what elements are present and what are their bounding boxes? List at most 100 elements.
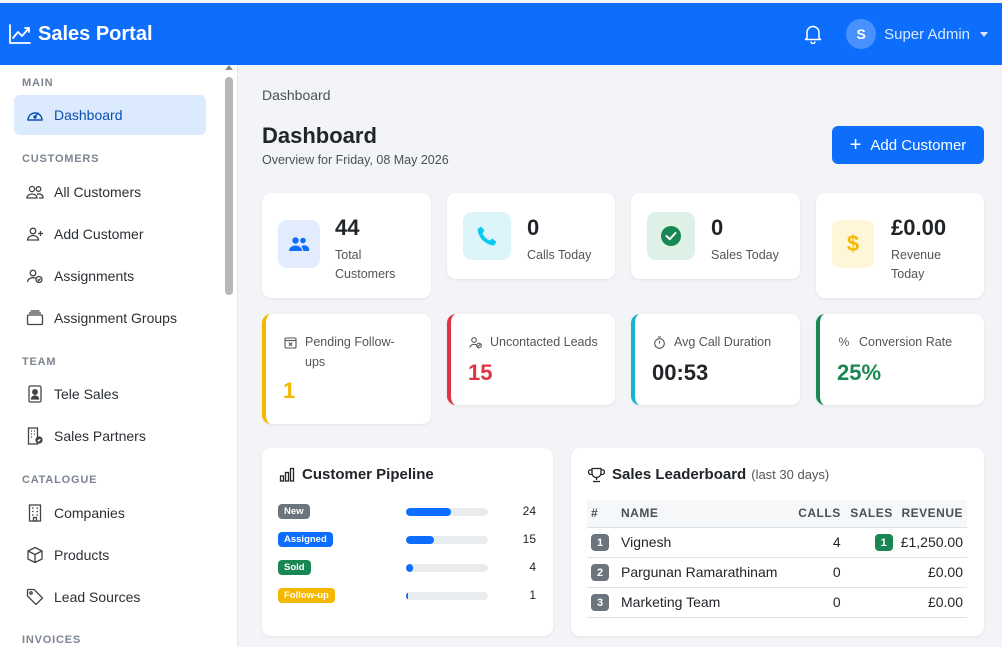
stat-card-total-customers: 44 Total Customers	[262, 193, 431, 298]
scroll-up-arrow-icon[interactable]	[225, 65, 233, 70]
table-row: 2 Pargunan Ramarathinam 0 £0.00	[587, 557, 967, 588]
username: Super Admin	[884, 25, 970, 43]
bell-icon	[804, 25, 822, 44]
page-title: Dashboard	[262, 123, 377, 148]
pipeline-progress-fill	[406, 592, 409, 600]
building-check-icon	[26, 427, 44, 445]
stopwatch-icon	[652, 335, 666, 349]
stat-card-sales-today: 0 Sales Today	[631, 193, 800, 279]
pipeline-progress-fill	[406, 508, 451, 516]
rank-cell: 2	[587, 557, 617, 588]
sidebar-item-all-customers[interactable]: All Customers	[14, 172, 206, 212]
sidebar-item-tele-sales[interactable]: Tele Sales	[14, 374, 206, 414]
sidebar-item-label: Sales Partners	[54, 428, 146, 444]
col-sales: SALES	[844, 500, 897, 528]
scrollbar-thumb[interactable]	[225, 77, 233, 295]
sidebar-item-lead-sources[interactable]: Lead Sources	[14, 577, 206, 617]
metric-label: Pending Follow-ups	[305, 335, 395, 369]
metric-label-row: % Conversion Rate	[837, 332, 952, 352]
brand-link[interactable]: Sales Portal	[9, 23, 153, 46]
section-label-main: MAIN	[22, 77, 54, 89]
sales-cell	[844, 587, 897, 618]
metric-card-conversion-rate: % Conversion Rate 25%	[816, 314, 984, 405]
panel-title: Sales Leaderboard	[612, 466, 747, 483]
pipeline-row: Assigned 15	[278, 532, 536, 548]
leaderboard-title-row: Sales Leaderboard (last 30 days)	[588, 466, 829, 483]
stage-count: 1	[529, 588, 536, 602]
metric-label-row: Pending Follow-ups	[283, 332, 413, 372]
pipeline-row: Sold 4	[278, 560, 536, 576]
col-revenue: REVENUE	[896, 500, 967, 528]
person-badge-icon	[26, 385, 44, 403]
person-slash-icon	[468, 335, 482, 349]
people-icon	[26, 183, 44, 201]
avatar: S	[846, 19, 877, 49]
add-customer-button[interactable]: + Add Customer	[832, 126, 984, 164]
col-rank: #	[587, 500, 617, 528]
plus-icon: +	[849, 134, 862, 156]
bar-chart-icon	[279, 467, 295, 482]
stage-count: 4	[529, 560, 536, 574]
sales-cell	[844, 557, 897, 588]
pipeline-progress-track	[406, 564, 488, 572]
leaderboard-table: # NAME CALLS SALES REVENUE 1 Vignesh 4 1 £1,…	[587, 500, 967, 618]
phone-icon	[463, 212, 511, 260]
box-icon	[26, 546, 44, 564]
sidebar-item-add-customer[interactable]: Add Customer	[14, 214, 206, 254]
metric-card-avg-call-duration: Avg Call Duration 00:53	[631, 314, 800, 405]
sidebar-item-label: Assignment Groups	[54, 310, 177, 326]
pipeline-progress-track	[406, 592, 488, 600]
table-row: 1 Vignesh 4 1 £1,250.00	[587, 527, 967, 558]
sidebar-item-label: Lead Sources	[54, 589, 141, 605]
sidebar-item-label: All Customers	[54, 184, 142, 200]
metric-label: Avg Call Duration	[674, 335, 772, 349]
pipeline-row: Follow-up 1	[278, 588, 536, 604]
sidebar-item-assignments[interactable]: Assignments	[14, 256, 206, 296]
sidebar-item-assignment-groups[interactable]: Assignment Groups	[14, 298, 206, 338]
brand-title: Sales Portal	[38, 22, 153, 45]
sidebar-item-label: Dashboard	[54, 107, 123, 123]
sidebar-item-label: Add Customer	[54, 226, 144, 242]
stat-label: Sales Today	[711, 248, 779, 262]
metric-value: 00:53	[652, 360, 709, 385]
stat-value: 0	[711, 215, 724, 240]
check-circle-icon	[647, 212, 695, 260]
stat-value: 44	[335, 215, 360, 240]
metric-card-uncontacted-leads: Uncontacted Leads 15	[447, 314, 615, 405]
sidebar-item-dashboard[interactable]: Dashboard	[14, 95, 206, 135]
notifications-button[interactable]	[804, 24, 822, 44]
tag-icon	[26, 588, 44, 606]
stat-label: Calls Today	[527, 248, 592, 262]
person-check-icon	[26, 267, 44, 285]
panel-title-period: (last 30 days)	[751, 467, 830, 482]
user-menu-toggle[interactable]: S Super Admin	[846, 19, 988, 49]
stage-count: 24	[522, 504, 536, 518]
pipeline-title-row: Customer Pipeline	[279, 466, 434, 483]
name-cell: Pargunan Ramarathinam	[617, 557, 789, 588]
sidebar: MAIN Dashboard CUSTOMERS All Customers A…	[0, 65, 238, 647]
metric-value: 1	[283, 378, 296, 403]
section-label-customers: CUSTOMERS	[22, 153, 100, 165]
top-navbar: Sales Portal S Super Admin	[0, 3, 1002, 65]
sidebar-scrollbar[interactable]	[225, 65, 233, 647]
percent-icon: %	[838, 335, 850, 349]
stat-card-revenue-today: $ £0.00 Revenue Today	[816, 193, 984, 298]
breadcrumb: Dashboard	[262, 87, 331, 103]
sidebar-item-products[interactable]: Products	[14, 535, 206, 575]
chart-line-icon	[9, 24, 31, 44]
sidebar-item-sales-partners[interactable]: Sales Partners	[14, 416, 206, 456]
rank-badge: 2	[591, 564, 609, 582]
sidebar-item-companies[interactable]: Companies	[14, 493, 206, 533]
stage-badge: Assigned	[278, 532, 333, 547]
calendar-x-icon	[283, 335, 297, 349]
add-customer-button-label: Add Customer	[870, 136, 967, 154]
rank-badge: 3	[591, 594, 609, 612]
sidebar-item-label: Assignments	[54, 268, 135, 284]
rank-cell: 1	[587, 527, 617, 558]
metric-value: 25%	[837, 360, 882, 385]
people-fill-icon	[278, 220, 320, 268]
dollar-icon: $	[832, 220, 874, 268]
revenue-cell: £0.00	[896, 557, 967, 588]
rank-cell: 3	[587, 587, 617, 618]
gauge-icon	[26, 106, 44, 124]
